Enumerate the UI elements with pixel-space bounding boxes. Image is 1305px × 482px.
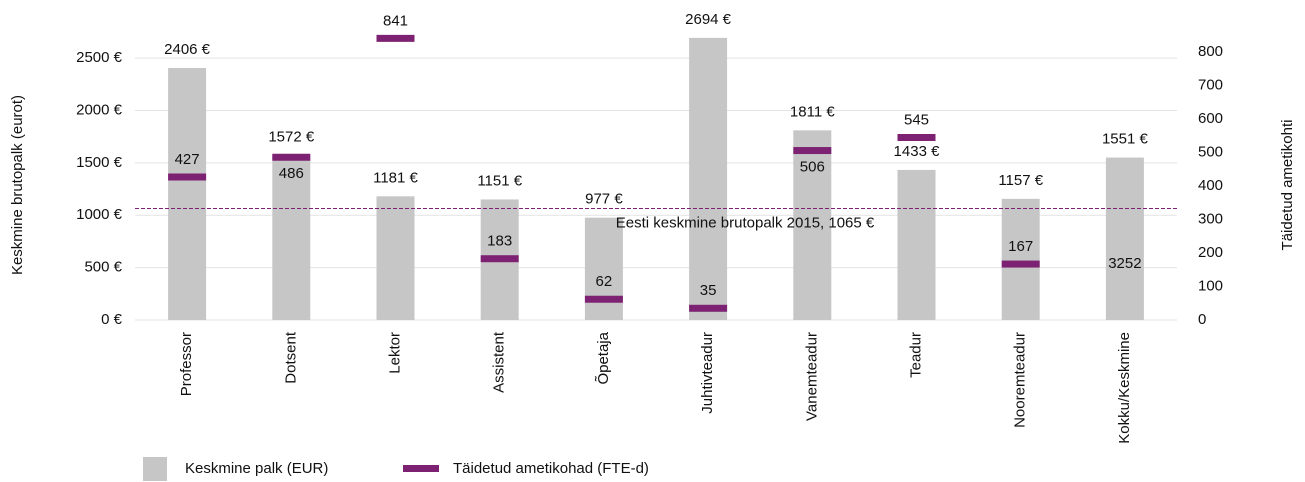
y2-tick-label: 300 xyxy=(1198,211,1223,228)
bar xyxy=(1001,198,1040,320)
bar-value-label: 1572 € xyxy=(268,128,315,145)
marker xyxy=(897,133,936,141)
x-tick-label: Professor xyxy=(178,332,195,396)
y2-tick-label: 600 xyxy=(1198,110,1223,127)
legend-label: Täidetud ametikohad (FTE-d) xyxy=(453,460,649,477)
marker xyxy=(1001,260,1040,268)
marker-value-label: 486 xyxy=(279,165,304,182)
legend-swatch xyxy=(143,457,167,481)
y-tick-label: 2500 € xyxy=(76,49,123,66)
x-tick-label: Teadur xyxy=(907,332,924,378)
bar xyxy=(1105,157,1144,320)
bar-value-label: 1811 € xyxy=(790,103,835,120)
marker-value-label: 545 xyxy=(904,111,929,128)
y2-tick-label: 800 xyxy=(1198,43,1223,60)
x-tick-label: Assistent xyxy=(491,331,508,393)
marker xyxy=(689,304,728,312)
y2-tick-label: 0 xyxy=(1198,311,1206,328)
bar-value-label: 1181 € xyxy=(373,169,418,186)
bar xyxy=(584,217,623,320)
marker xyxy=(793,147,832,155)
bar xyxy=(376,196,415,320)
x-tick-label: Nooremteadur xyxy=(1012,332,1029,428)
marker-value-label: 3252 xyxy=(1108,255,1141,272)
x-tick-label: Juhtivteadur xyxy=(699,332,716,414)
bar-value-label: 2694 € xyxy=(685,11,732,28)
x-tick-label: Õpetaja xyxy=(595,331,612,384)
x-tick-label: Vanemteadur xyxy=(803,332,820,421)
y-tick-label: 2000 € xyxy=(76,102,123,119)
y-axis-label: Keskmine brutopalk (eurot) xyxy=(9,95,26,275)
bar xyxy=(168,68,207,320)
y-tick-label: 1000 € xyxy=(76,206,123,223)
x-tick-label: Lektor xyxy=(386,332,403,374)
y2-tick-label: 200 xyxy=(1198,244,1223,261)
marker-value-label: 35 xyxy=(700,282,717,299)
bar-value-label: 2406 € xyxy=(164,41,211,58)
y2-axis-label: Täidetud ametikohti xyxy=(1279,120,1296,251)
legend-swatch xyxy=(403,465,439,472)
marker-value-label: 427 xyxy=(175,151,200,168)
y2-tick-label: 700 xyxy=(1198,77,1223,94)
bar xyxy=(272,155,311,320)
bar xyxy=(793,130,832,320)
marker-value-label: 841 xyxy=(383,12,408,29)
x-tick-label: Dotsent xyxy=(282,331,299,384)
y-tick-label: 500 € xyxy=(84,259,122,276)
bar-value-label: 1151 € xyxy=(477,172,522,189)
x-tick-label: Kokku/Keskmine xyxy=(1116,332,1133,444)
marker-value-label: 62 xyxy=(596,273,613,290)
marker xyxy=(168,173,207,181)
bar-value-label: 1433 € xyxy=(894,143,941,160)
y2-tick-label: 400 xyxy=(1198,177,1223,194)
legend-label: Keskmine palk (EUR) xyxy=(185,460,328,477)
marker-value-label: 183 xyxy=(487,233,512,250)
bar xyxy=(689,37,728,321)
bar xyxy=(897,169,936,320)
plot xyxy=(168,34,1144,321)
y-tick-label: 1500 € xyxy=(76,154,123,171)
bar-value-label: 1551 € xyxy=(1102,131,1149,148)
marker xyxy=(376,34,415,42)
marker xyxy=(584,295,623,303)
y2-tick-label: 500 xyxy=(1198,144,1223,161)
y2-tick-label: 100 xyxy=(1198,277,1223,294)
reference-label: Eesti keskmine brutopalk 2015, 1065 € xyxy=(616,214,875,231)
y-tick-label: 0 € xyxy=(101,311,123,328)
bar-value-label: 1157 € xyxy=(998,172,1043,189)
marker xyxy=(272,153,311,161)
marker-value-label: 506 xyxy=(800,159,825,176)
marker-value-label: 167 xyxy=(1008,238,1033,255)
bar-value-label: 977 € xyxy=(585,191,623,208)
marker xyxy=(480,255,519,263)
